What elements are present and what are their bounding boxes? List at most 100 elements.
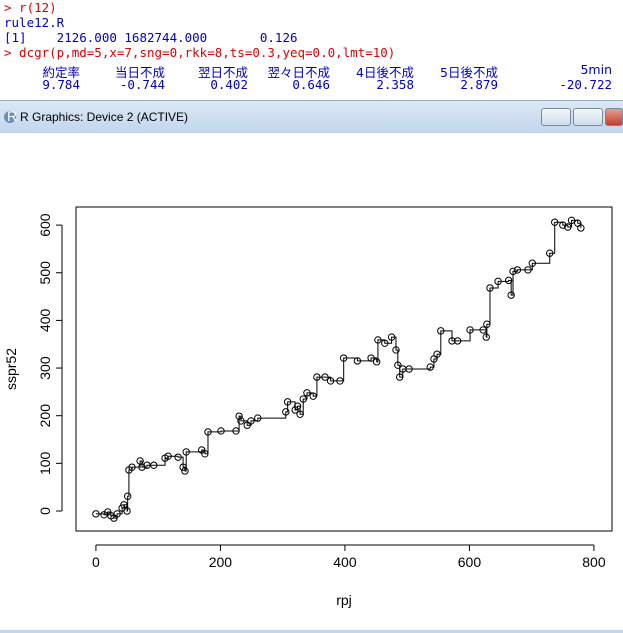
plot-frame <box>75 206 613 532</box>
data-point <box>567 216 576 225</box>
data-point <box>254 414 262 422</box>
data-point <box>174 453 182 461</box>
y-tick-label: 0 <box>37 507 53 515</box>
data-point <box>179 463 187 471</box>
console-line: rule12.R <box>4 15 65 30</box>
window-title: R Graphics: Device 2 (ACTIVE) <box>20 110 189 124</box>
data-point <box>374 336 382 344</box>
data-point <box>326 377 335 385</box>
data-point <box>353 357 362 365</box>
data-point <box>309 392 317 400</box>
data-point <box>303 389 311 397</box>
console-line: [1] 2126.000 1682744.000 0.126 <box>4 30 298 45</box>
data-point <box>181 467 189 475</box>
data-point <box>237 417 245 425</box>
data-point <box>513 266 522 274</box>
r-icon: R <box>4 110 17 124</box>
data-point <box>138 463 146 471</box>
data-point <box>235 412 243 420</box>
data-point <box>483 320 491 328</box>
data-point <box>479 326 487 334</box>
table-header: 翌々日不成 <box>267 65 330 80</box>
x-tick-label: 400 <box>333 554 357 570</box>
y-axis-label: sspr52 <box>3 348 19 390</box>
x-tick-label: 600 <box>458 554 482 570</box>
y-tick-label: 500 <box>37 261 53 285</box>
data-point <box>392 346 400 354</box>
table-cell: -0.744 <box>119 77 165 92</box>
data-point <box>120 501 128 509</box>
data-point <box>336 377 344 385</box>
data-point <box>396 373 404 381</box>
data-point <box>247 417 255 425</box>
close-button[interactable] <box>605 108 623 126</box>
data-point <box>564 223 572 231</box>
y-tick-label: 100 <box>37 451 53 475</box>
data-point <box>123 492 132 500</box>
data-point <box>405 365 413 373</box>
data-point <box>507 291 515 299</box>
data-point <box>283 398 292 406</box>
data-point <box>299 395 307 403</box>
data-point <box>217 427 225 435</box>
data-point <box>381 339 389 347</box>
data-point <box>494 277 502 286</box>
y-tick-label: 300 <box>37 356 53 380</box>
y-tick-label: 400 <box>37 309 53 333</box>
chart: 0 200 400 600 800 0 100 200 300 400 500 600 rpj sspr5… <box>3 206 613 608</box>
data-point <box>528 259 537 267</box>
table-header: 当日不成 <box>114 65 165 80</box>
table-header: 約定率 <box>42 65 80 80</box>
data-point <box>232 427 240 435</box>
data-point <box>296 410 304 418</box>
data-point <box>372 358 381 366</box>
data-point <box>113 510 121 518</box>
data-point <box>313 373 321 381</box>
minimize-button[interactable] <box>541 108 571 126</box>
console-line: > dcgr(p,md=5,x=7,sng=0,rkk=8,ts=0.3,yeq… <box>4 45 396 60</box>
x-tick-label: 0 <box>92 554 100 570</box>
svg-text:R: R <box>7 110 17 124</box>
data-point <box>201 450 209 458</box>
table-header: 5min <box>580 62 612 77</box>
table-cell: 2.358 <box>376 77 414 92</box>
data-point <box>437 327 445 335</box>
table-header: 4日後不成 <box>356 65 414 80</box>
table-cell: -20.722 <box>559 77 612 92</box>
data-point <box>482 333 490 341</box>
table-cell: 2.879 <box>460 77 498 92</box>
data-point <box>433 350 441 358</box>
data-point <box>426 363 434 371</box>
table-cell: 0.646 <box>292 77 330 92</box>
y-tick-label: 600 <box>37 213 53 237</box>
x-tick-label: 200 <box>209 554 233 570</box>
window-titlebar: R R Graphics: Device 2 (ACTIVE) <box>0 100 623 133</box>
console-line: > r(12) <box>4 0 57 15</box>
data-point <box>551 218 559 226</box>
y-tick-label: 200 <box>37 404 53 428</box>
data-point <box>524 266 532 274</box>
data-point <box>504 276 513 285</box>
data-point <box>509 267 517 276</box>
window-border <box>0 630 623 633</box>
data-point <box>453 337 462 345</box>
maximize-button[interactable] <box>573 108 603 126</box>
data-point <box>150 461 158 469</box>
data-point <box>387 333 396 341</box>
x-axis-label: rpj <box>336 592 352 608</box>
data-point <box>486 284 494 292</box>
r-console: > r(12) rule12.R [1] 2126.000 1682744.000 … <box>0 0 623 96</box>
table-header: 翌日不成 <box>197 65 248 80</box>
data-line <box>95 219 582 519</box>
data-point <box>577 224 585 232</box>
data-point <box>394 361 402 369</box>
data-point <box>466 326 474 334</box>
data-point <box>321 373 329 381</box>
data-point <box>546 249 554 257</box>
data-point <box>123 507 131 515</box>
data-point <box>448 337 456 345</box>
data-point <box>164 452 172 460</box>
data-point <box>559 221 567 229</box>
data-point <box>204 428 212 436</box>
